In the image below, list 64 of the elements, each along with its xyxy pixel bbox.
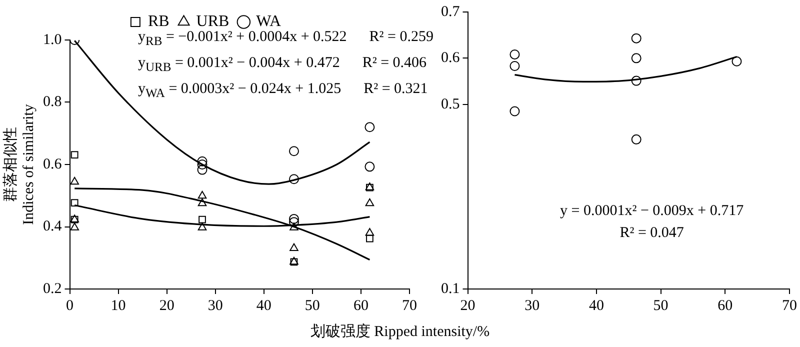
x-tick-label: 30: [208, 298, 223, 314]
annotation: y$_{WA}$ = 0.0003x² − 0.024x + 1.025 R² = 0.321: [138, 80, 429, 102]
point: [288, 214, 299, 224]
x-tick-label: 50: [653, 298, 668, 314]
point: [365, 198, 374, 206]
point: [198, 190, 207, 199]
y-axis-title: 群落相似性 Indices of similarity: [2, 104, 37, 225]
point: [198, 222, 207, 230]
annotation: y$_{URB}$ = 0.001x² − 0.004x + 0.472 R² = 0.406: [138, 54, 428, 76]
legend-label: URB: [196, 13, 230, 30]
point: [510, 49, 520, 60]
y-tick-label: 0.1: [441, 280, 460, 297]
point: [290, 243, 298, 251]
x-tick-label: 60: [353, 298, 368, 314]
y-tick-label: 0.6: [43, 156, 62, 172]
point: [70, 151, 78, 159]
annotation: y = 0.0001x² − 0.009x + 0.717: [560, 202, 744, 221]
x-tick-label: 70: [782, 298, 797, 314]
y-tick-label: 0.6: [441, 50, 460, 66]
y-tick-label: 0.5: [441, 96, 460, 112]
point: [288, 217, 299, 228]
x-tick-label: 20: [460, 298, 476, 314]
x-axis-title: 划破强度 Ripped intensity/%: [309, 322, 491, 341]
legend-label: RB: [148, 13, 170, 30]
point: [366, 234, 374, 242]
point: [364, 122, 375, 132]
point: [631, 134, 642, 144]
x-tick-label: 40: [588, 298, 604, 314]
x-tick-label: 0: [66, 298, 74, 314]
point: [364, 162, 375, 172]
point: [198, 216, 206, 224]
point: [510, 106, 520, 116]
x-tick-label: 40: [256, 298, 272, 314]
point: [198, 198, 207, 206]
legend-label: WA: [256, 13, 282, 30]
x-tick-label: 30: [524, 298, 540, 314]
annotation: y$_{RB}$ = −0.001x² + 0.0004x + 0.522 R² = 0.259: [138, 28, 434, 50]
y-tick-label: 0.4: [43, 218, 62, 235]
x-tick-label: 70: [402, 298, 417, 314]
point: [631, 53, 642, 64]
point: [70, 176, 79, 185]
point: [631, 76, 642, 86]
point: [197, 160, 208, 170]
y-tick-label: 0.7: [441, 4, 460, 20]
y-tick-label: 0.8: [43, 94, 62, 110]
point: [732, 56, 742, 66]
y-tick-label: 0.2: [43, 280, 62, 297]
point: [290, 222, 298, 230]
line-series: [74, 188, 370, 261]
x-tick-label: 50: [304, 298, 320, 314]
point: [365, 228, 374, 236]
annotation: R² = 0.047: [618, 224, 685, 243]
point: [197, 156, 208, 166]
point: [197, 164, 208, 175]
point: [70, 199, 78, 206]
point: [70, 222, 79, 230]
x-tick-label: 20: [159, 298, 174, 314]
x-tick-label: 60: [718, 298, 733, 314]
y-tick-label: 1.0: [43, 32, 62, 48]
point: [510, 61, 520, 72]
point: [288, 174, 299, 184]
point: [631, 33, 642, 44]
point: [288, 146, 299, 156]
x-tick-label: 10: [110, 298, 126, 314]
